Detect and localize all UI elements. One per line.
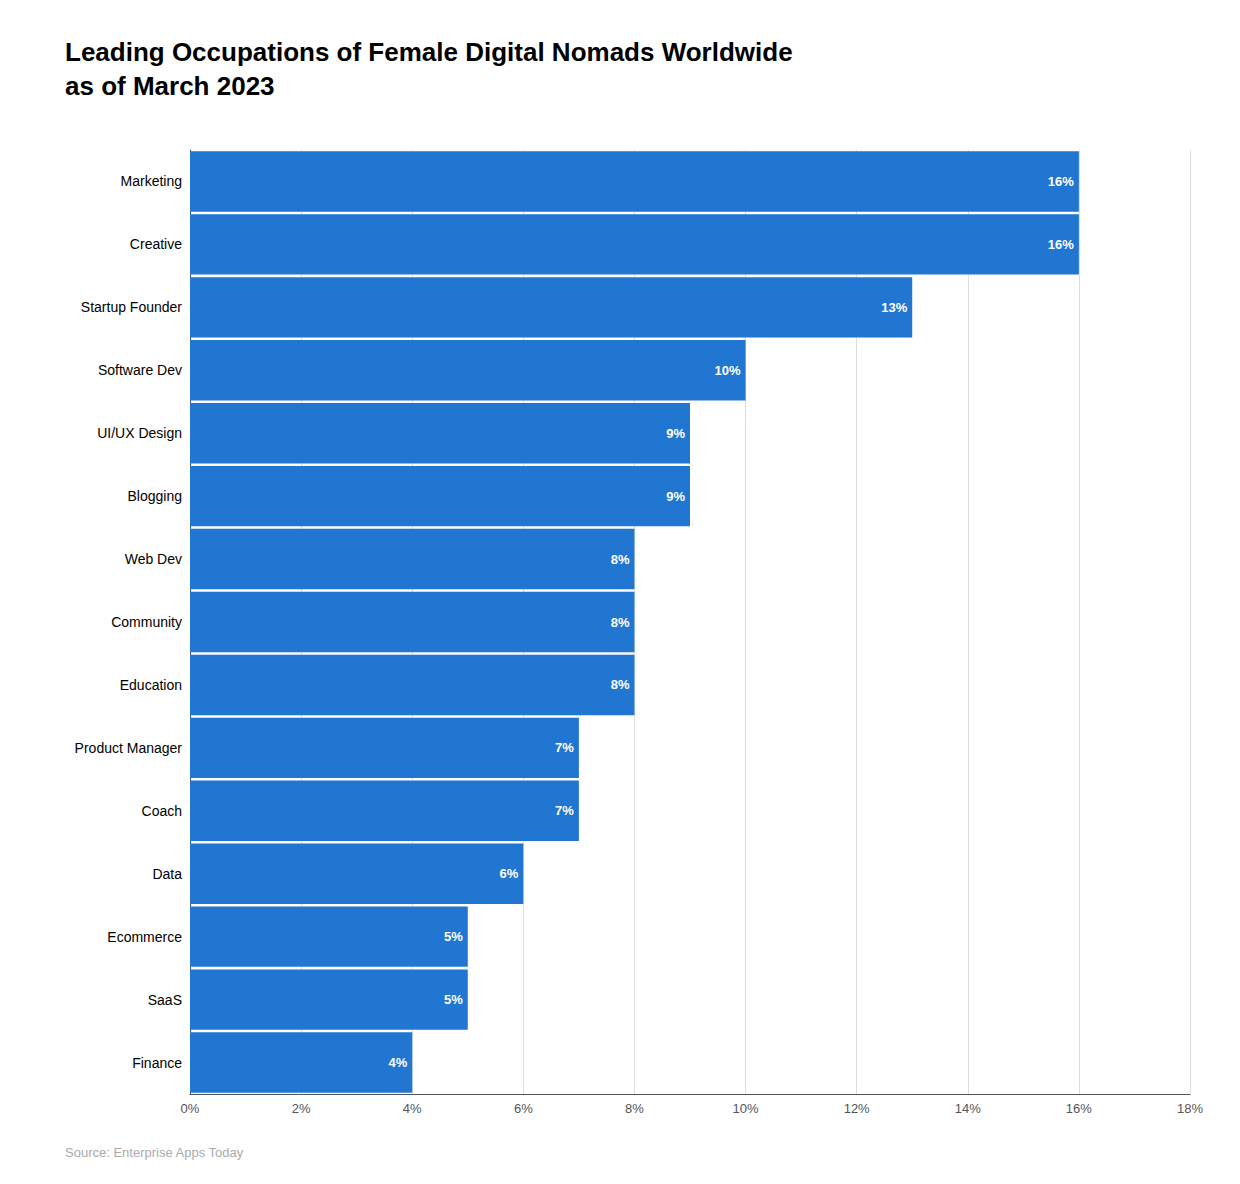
svg-text:4%: 4% — [403, 1101, 422, 1116]
svg-text:16%: 16% — [1048, 174, 1074, 189]
svg-text:Community: Community — [111, 614, 182, 630]
svg-text:18%: 18% — [1177, 1101, 1203, 1116]
svg-text:Creative: Creative — [130, 236, 182, 252]
svg-text:Marketing: Marketing — [121, 173, 182, 189]
svg-text:2%: 2% — [292, 1101, 311, 1116]
svg-text:as of March 2023: as of March 2023 — [65, 71, 275, 101]
svg-text:0%: 0% — [181, 1101, 200, 1116]
svg-text:5%: 5% — [444, 992, 463, 1007]
svg-text:10%: 10% — [733, 1101, 759, 1116]
svg-text:4%: 4% — [388, 1055, 407, 1070]
svg-text:Startup Founder: Startup Founder — [81, 299, 183, 315]
svg-text:16%: 16% — [1066, 1101, 1092, 1116]
svg-text:Product Manager: Product Manager — [75, 740, 183, 756]
svg-text:Coach: Coach — [142, 803, 182, 819]
svg-text:8%: 8% — [611, 552, 630, 567]
svg-text:9%: 9% — [666, 489, 685, 504]
svg-text:10%: 10% — [715, 363, 741, 378]
svg-text:7%: 7% — [555, 803, 574, 818]
svg-text:SaaS: SaaS — [148, 992, 182, 1008]
svg-text:8%: 8% — [611, 615, 630, 630]
svg-text:Leading Occupations of Female: Leading Occupations of Female Digital No… — [65, 37, 793, 67]
svg-text:14%: 14% — [955, 1101, 981, 1116]
svg-text:Data: Data — [152, 866, 182, 882]
svg-text:9%: 9% — [666, 426, 685, 441]
svg-text:16%: 16% — [1048, 237, 1074, 252]
svg-text:13%: 13% — [881, 300, 907, 315]
svg-text:Source: Enterprise Apps Today: Source: Enterprise Apps Today — [65, 1145, 244, 1160]
svg-text:Web Dev: Web Dev — [125, 551, 182, 567]
svg-text:8%: 8% — [625, 1101, 644, 1116]
svg-text:6%: 6% — [500, 866, 519, 881]
svg-text:Blogging: Blogging — [128, 488, 183, 504]
svg-text:Education: Education — [120, 677, 182, 693]
svg-text:Software Dev: Software Dev — [98, 362, 182, 378]
svg-text:6%: 6% — [514, 1101, 533, 1116]
svg-text:Ecommerce: Ecommerce — [107, 929, 182, 945]
svg-text:5%: 5% — [444, 929, 463, 944]
svg-text:Finance: Finance — [132, 1055, 182, 1071]
svg-text:8%: 8% — [611, 677, 630, 692]
svg-text:UI/UX Design: UI/UX Design — [97, 425, 182, 441]
svg-text:12%: 12% — [844, 1101, 870, 1116]
svg-text:7%: 7% — [555, 740, 574, 755]
